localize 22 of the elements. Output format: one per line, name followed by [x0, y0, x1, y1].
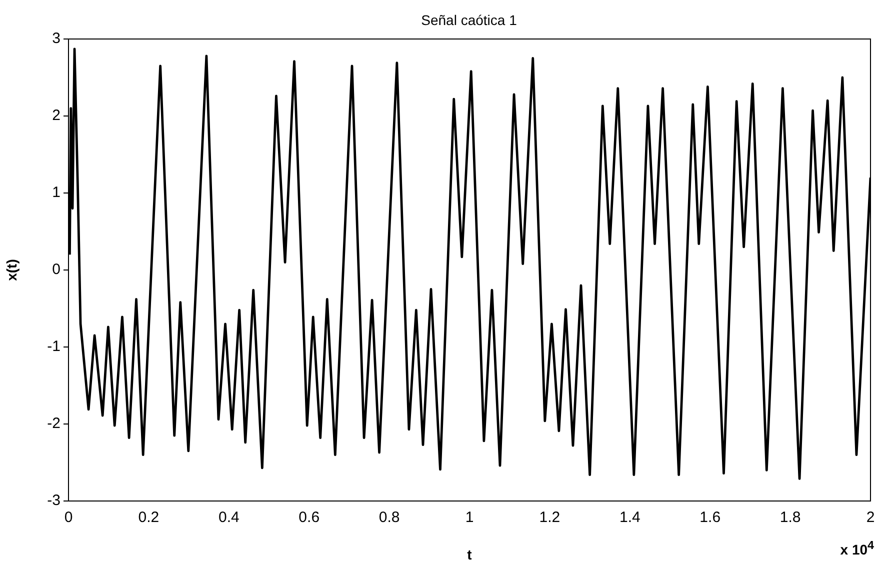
text: x 10$^{4}$: [840, 539, 874, 558]
x-tick-label: 0.6: [298, 509, 320, 526]
y-tick-label: -2: [47, 415, 60, 432]
x-tick-label: 0: [64, 509, 73, 526]
x-tick-label: 1.6: [700, 509, 721, 526]
x-tick-label: 0.8: [378, 509, 400, 526]
y-tick-label: -1: [47, 338, 60, 356]
x-tick-label: 0.4: [218, 509, 240, 526]
y-tick-label: -3: [47, 492, 60, 510]
x-tick-label: 2: [866, 509, 875, 526]
x-tick-label: 1.8: [780, 509, 801, 526]
y-tick-label: 1: [52, 184, 60, 202]
x-tick-label: 0.2: [138, 509, 160, 526]
x-tick-label: 1.4: [619, 509, 640, 526]
x-axis-title: t: [467, 546, 472, 562]
chart-title: Señal caótica 1: [420, 12, 518, 28]
x-tick-label: 1: [465, 509, 474, 526]
y-tick-label: 3: [52, 30, 60, 48]
y-axis-title: x(t): [3, 259, 20, 281]
x-tick-label: 1.2: [539, 509, 560, 526]
y-tick-label: 0: [52, 261, 60, 278]
y-tick-label: 2: [52, 107, 60, 124]
